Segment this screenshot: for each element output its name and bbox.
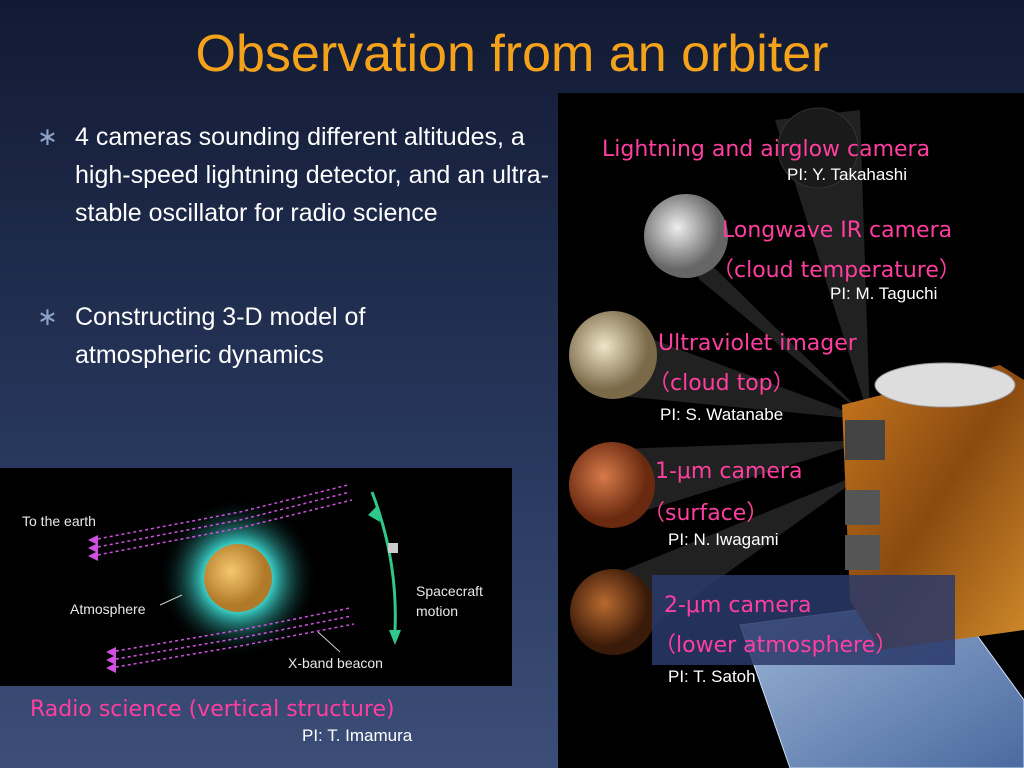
- diagram-label: To the earth: [22, 513, 96, 529]
- leader-line: [317, 631, 341, 653]
- diagram-label: X-band beacon: [288, 655, 383, 671]
- diagram-label: Spacecraft: [416, 583, 483, 599]
- instrument-detail: （lower atmosphere）: [654, 633, 897, 658]
- spacecraft-icon: [388, 543, 398, 553]
- spacecraft-camera: [845, 420, 885, 460]
- bullet: 4 cameras sounding different altitudes, …: [37, 118, 565, 232]
- instrument-detail: （cloud temperature）: [712, 258, 961, 283]
- spacecraft-camera: [845, 535, 880, 570]
- leader-line: [159, 594, 183, 606]
- planet-uv: [569, 311, 657, 399]
- diagram-label: motion: [416, 603, 458, 619]
- bullet: Constructing 3-D model of atmospheric dy…: [37, 298, 505, 374]
- motion-arrow: [389, 630, 401, 645]
- planet-2um: [570, 569, 656, 655]
- pi-label: PI: Y. Takahashi: [787, 165, 907, 184]
- instrument-detail: （surface）: [643, 501, 768, 526]
- venus: [204, 544, 272, 612]
- slide-title: Observation from an orbiter: [195, 25, 829, 83]
- planet-1um: [569, 442, 655, 528]
- planet-ir: [644, 194, 728, 278]
- instrument-name: Ultraviolet imager: [658, 331, 858, 356]
- pi-label: PI: S. Watanabe: [660, 405, 783, 424]
- pi-label: PI: M. Taguchi: [830, 284, 937, 303]
- caption: Radio science (vertical structure): [30, 697, 395, 722]
- ray-arrows: [88, 535, 116, 673]
- pi-label: PI: T. Satoh: [668, 667, 756, 686]
- planet-lightning: [777, 107, 859, 189]
- spacecraft-camera: [845, 490, 880, 525]
- highlight-box: [652, 575, 955, 665]
- instrument-name: 2-μm camera: [664, 593, 811, 618]
- instrument-name: Longwave IR camera: [722, 218, 952, 243]
- spacecraft-antenna: [874, 362, 1016, 408]
- instrument-name: Lightning and airglow camera: [602, 137, 930, 162]
- pi-label: PI: T. Imamura: [302, 726, 413, 745]
- instrument-name: 1-μm camera: [655, 459, 802, 484]
- motion-arrow: [368, 505, 380, 522]
- instrument-detail: （cloud top）: [648, 371, 795, 396]
- diagram-label: Atmosphere: [70, 601, 146, 617]
- ray-paths: [91, 484, 355, 669]
- pi-label: PI: N. Iwagami: [668, 530, 779, 549]
